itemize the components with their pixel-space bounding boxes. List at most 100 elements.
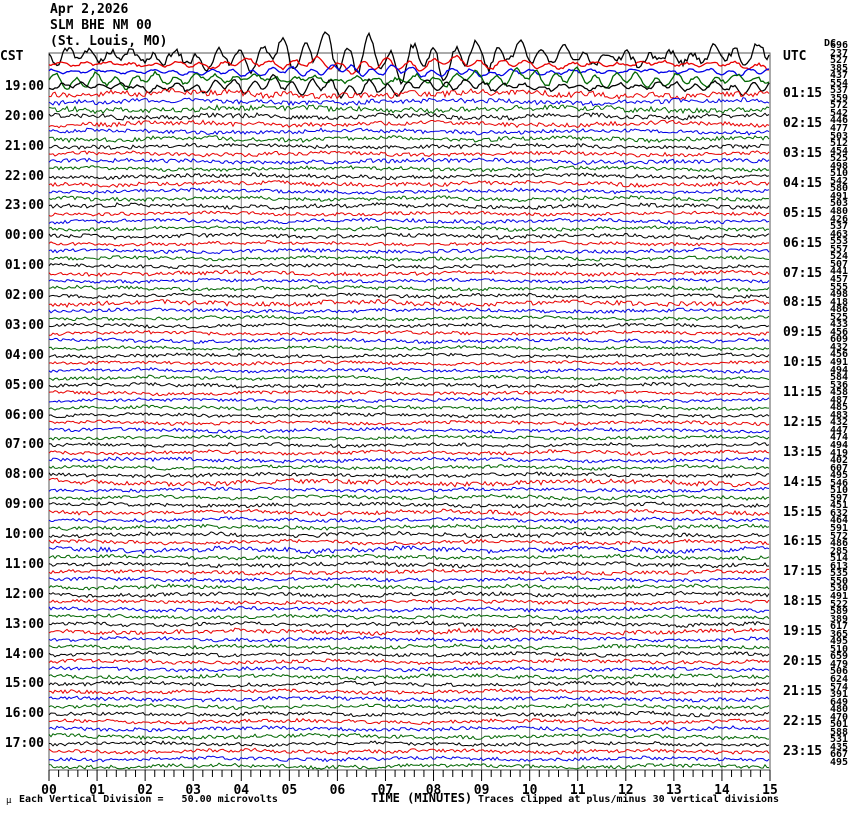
dc-offset-value: 696 bbox=[829, 40, 848, 51]
cst-hour-label: 23:00 bbox=[4, 198, 44, 214]
minute-label: 14 bbox=[714, 783, 730, 798]
seismogram-trace bbox=[48, 620, 770, 629]
cst-hour-label: 01:00 bbox=[4, 258, 44, 274]
dc-offset-value: 510 bbox=[829, 643, 848, 655]
title-station: SLM BHE NM 00 bbox=[50, 18, 152, 33]
dc-offset-value: 522 bbox=[829, 598, 848, 610]
seismogram-trace bbox=[48, 336, 770, 345]
seismogram-trace bbox=[48, 165, 770, 173]
dc-offset-value: 495 bbox=[829, 636, 848, 648]
seismogram-trace bbox=[48, 516, 770, 524]
seismogram-trace bbox=[48, 104, 770, 115]
utc-hour-label: 07:15 bbox=[783, 265, 823, 281]
dc-offset-value: 525 bbox=[829, 153, 848, 165]
utc-hour-label: 20:15 bbox=[783, 653, 823, 669]
seismogram-trace bbox=[48, 419, 770, 426]
dc-offset-value: 389 bbox=[829, 613, 848, 625]
utc-hour-label: 03:15 bbox=[783, 146, 823, 162]
seismogram-trace bbox=[48, 345, 770, 351]
seismogram-trace bbox=[48, 292, 770, 299]
seismogram-trace bbox=[48, 381, 770, 389]
seismogram-trace bbox=[48, 456, 770, 464]
dc-offset-value: 418 bbox=[829, 296, 848, 308]
cst-hour-label: 09:00 bbox=[4, 497, 44, 513]
dc-offset-value: 580 bbox=[829, 183, 848, 195]
dc-offset-value: 495 bbox=[829, 757, 848, 768]
dc-offset-value: 617 bbox=[829, 621, 848, 633]
seismogram-trace bbox=[49, 755, 770, 763]
dc-offset-value: 451 bbox=[829, 500, 848, 512]
seismogram-trace bbox=[48, 284, 770, 292]
minute-label: 12 bbox=[617, 783, 634, 798]
dc-offset-value: 613 bbox=[829, 560, 848, 572]
minute-label: 05 bbox=[281, 783, 298, 798]
dc-offset-value: 491 bbox=[829, 590, 848, 602]
dc-offset-value: 477 bbox=[829, 123, 848, 135]
dc-offset-value: 485 bbox=[829, 402, 848, 414]
seismogram-trace bbox=[48, 329, 770, 337]
dc-offset-value: 542 bbox=[829, 175, 848, 187]
seismogram-trace bbox=[48, 673, 770, 681]
dc-offset-value: 483 bbox=[829, 409, 848, 421]
utc-hour-label: 18:15 bbox=[783, 594, 823, 610]
seismogram-trace bbox=[48, 359, 770, 367]
dc-offset-value: 525 bbox=[829, 311, 848, 323]
seismogram-trace bbox=[48, 762, 770, 770]
seismogram-trace bbox=[48, 732, 770, 741]
left-axis-header: CST bbox=[0, 49, 24, 64]
cst-hour-label: 08:00 bbox=[4, 467, 44, 483]
time-axis-label: TIME (MINUTES) bbox=[371, 791, 473, 805]
minute-label: 08 bbox=[425, 783, 442, 798]
minute-label: 07 bbox=[377, 783, 394, 798]
seismogram-trace bbox=[48, 88, 770, 101]
seismogram-trace bbox=[49, 717, 770, 725]
dc-offset-value: 486 bbox=[829, 538, 848, 550]
cst-hour-label: 15:00 bbox=[4, 676, 44, 692]
dc-offset-value: 584 bbox=[829, 372, 848, 384]
utc-hour-label: 16:15 bbox=[783, 534, 823, 550]
dc-offset-value: 446 bbox=[829, 115, 848, 127]
dc-offset-value: 437 bbox=[829, 70, 848, 82]
seismogram-trace bbox=[48, 590, 770, 599]
seismogram-trace bbox=[48, 412, 770, 419]
cst-hour-label: 21:00 bbox=[4, 138, 44, 154]
seismogram-trace bbox=[48, 307, 770, 315]
cst-hour-label: 04:00 bbox=[4, 347, 44, 363]
title-date: Apr 2,2026 bbox=[50, 2, 129, 17]
seismogram-trace bbox=[48, 374, 770, 381]
seismogram-trace bbox=[48, 635, 770, 643]
utc-hour-label: 22:15 bbox=[783, 713, 823, 729]
dc-offset-value: 574 bbox=[829, 681, 848, 693]
seismogram-trace bbox=[48, 710, 770, 718]
dc-offset-value: 624 bbox=[829, 673, 848, 685]
seismogram-trace bbox=[48, 464, 770, 471]
dc-offset-value: 609 bbox=[829, 334, 848, 346]
utc-hour-label: 17:15 bbox=[783, 564, 823, 580]
minute-label: 09 bbox=[473, 783, 490, 798]
dc-offset-value: 463 bbox=[829, 228, 848, 240]
utc-hour-label: 11:15 bbox=[783, 385, 823, 401]
minute-label: 10 bbox=[521, 783, 538, 798]
seismogram-trace bbox=[48, 426, 770, 434]
dc-offset-value: 435 bbox=[829, 741, 848, 753]
seismogram-trace bbox=[48, 210, 770, 217]
cst-hour-label: 12:00 bbox=[4, 586, 44, 602]
dc-offset-value: 503 bbox=[829, 130, 848, 142]
utc-hour-label: 04:15 bbox=[783, 175, 823, 191]
seismogram-trace bbox=[48, 119, 770, 129]
seismogram-trace bbox=[48, 501, 770, 509]
dc-offset-value: 447 bbox=[829, 424, 848, 436]
cst-hour-label: 13:00 bbox=[4, 616, 44, 632]
utc-hour-label: 12:15 bbox=[783, 414, 823, 430]
dc-offset-value: 426 bbox=[829, 213, 848, 225]
dc-offset-value: 507 bbox=[829, 258, 848, 270]
minute-label: 01 bbox=[89, 783, 105, 798]
seismogram-trace bbox=[48, 650, 770, 658]
seismogram-trace bbox=[48, 680, 770, 688]
dc-offset-value: 464 bbox=[829, 515, 848, 527]
cst-hour-label: 03:00 bbox=[4, 317, 44, 333]
minute-label: 00 bbox=[41, 783, 57, 798]
minute-label: 02 bbox=[137, 783, 153, 798]
seismogram-trace bbox=[48, 553, 770, 561]
seismogram-trace bbox=[48, 172, 770, 181]
